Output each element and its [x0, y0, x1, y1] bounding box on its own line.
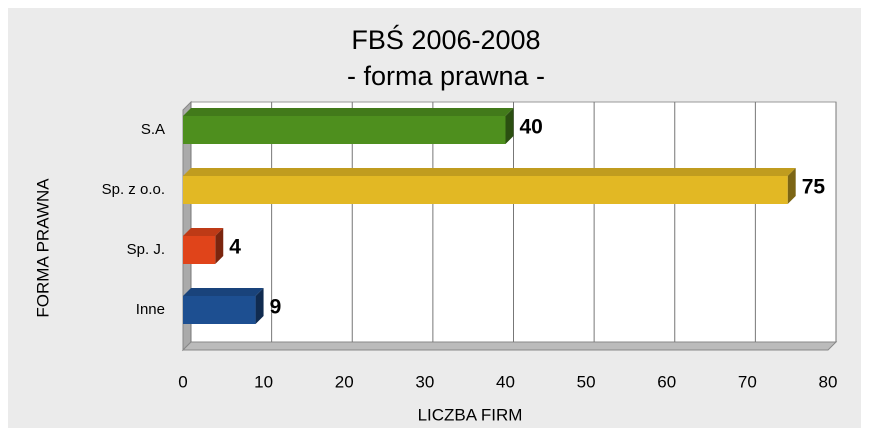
y-tick-label: S.A — [141, 121, 165, 138]
x-tick-label: 80 — [819, 372, 838, 391]
plot-floor — [181, 341, 838, 351]
y-tick-label: Inne — [136, 301, 165, 318]
y-tick-label: Sp. z o.o. — [102, 181, 165, 198]
bar-top — [183, 168, 796, 176]
x-tick-label: 60 — [657, 372, 676, 391]
data-label: 75 — [802, 176, 826, 199]
x-tick-label: 10 — [254, 372, 273, 391]
x-tick-label: 0 — [178, 372, 187, 391]
chart-title: FBŚ 2006-2008 — [351, 23, 540, 55]
bar-end — [787, 168, 796, 204]
data-label: 4 — [229, 236, 241, 259]
x-tick-label: 70 — [738, 372, 757, 391]
x-tick-label: 40 — [496, 372, 515, 391]
bar-top — [183, 108, 514, 116]
chart-subtitle: - forma prawna - — [347, 61, 545, 91]
bar-end — [505, 108, 514, 144]
data-label: 9 — [270, 296, 282, 319]
bar — [183, 176, 788, 204]
bar-end — [255, 288, 264, 324]
x-tick-label: 30 — [415, 372, 434, 391]
data-label: 40 — [520, 116, 543, 139]
y-tick-label: Sp. J. — [127, 241, 165, 258]
x-tick-label: 50 — [577, 372, 596, 391]
x-axis-label: LICZBA FIRM — [418, 405, 523, 424]
bar-top — [183, 228, 224, 236]
y-axis-label: FORMA PRAWNA — [33, 178, 52, 318]
bar-top — [183, 288, 264, 296]
bar — [183, 236, 216, 264]
bar-end — [215, 228, 224, 264]
bar — [183, 116, 506, 144]
bar — [183, 296, 256, 324]
x-tick-label: 20 — [335, 372, 354, 391]
